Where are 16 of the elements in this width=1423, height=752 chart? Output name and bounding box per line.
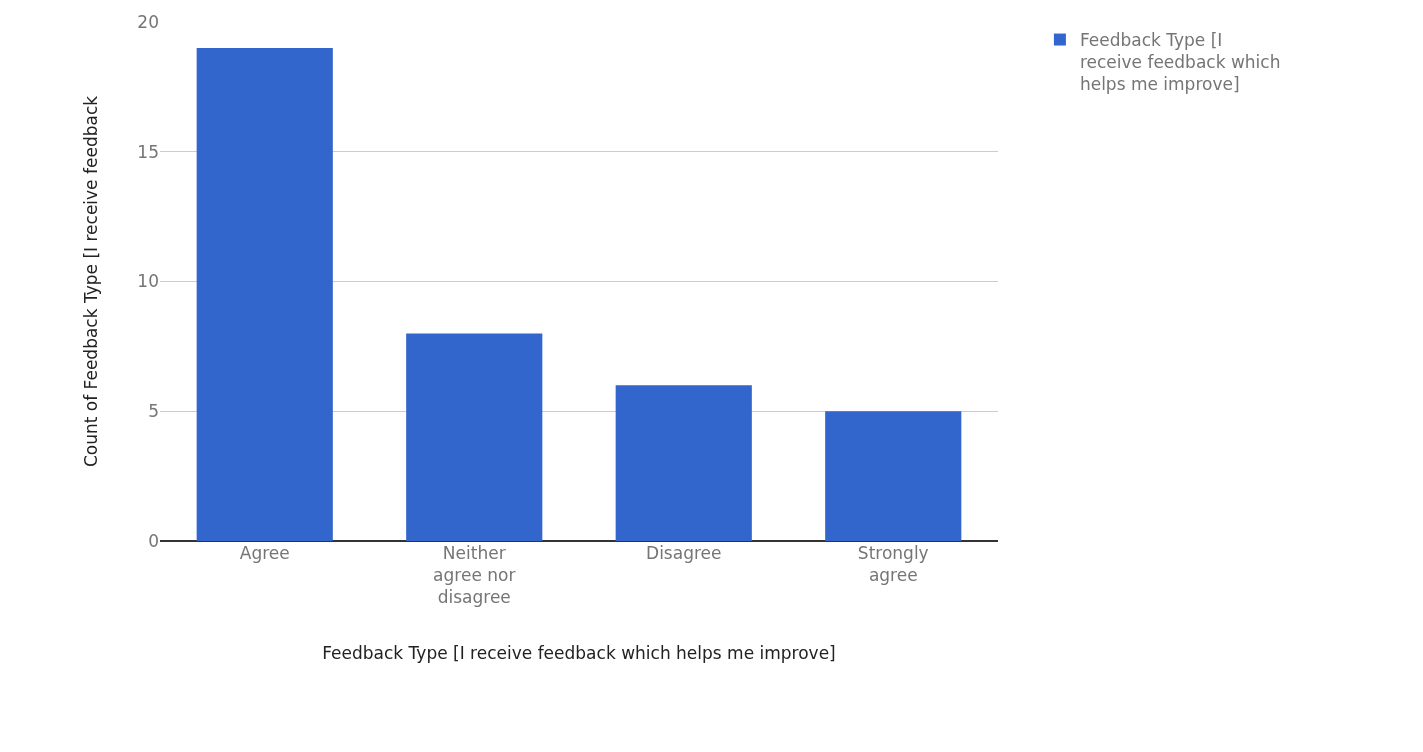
x-tick-label: Strongly agree [857, 543, 929, 586]
y-tick-label: 0 [148, 530, 159, 551]
legend-label: Feedback Type [I receive feedback which helps me improve] [1079, 30, 1281, 95]
bar [615, 385, 752, 541]
y-tick-label: 5 [148, 401, 159, 422]
y-tick-label: 10 [137, 271, 159, 292]
x-tick-label: Disagree [646, 543, 722, 563]
bar [406, 333, 543, 541]
y-tick-label: 15 [137, 141, 159, 162]
y-axis-title: Count of Feedback Type [I receive feedback [80, 95, 101, 468]
bar [825, 411, 962, 541]
x-axis-title: Feedback Type [I receive feedback which helps me improve] [322, 642, 836, 663]
bar [196, 47, 333, 541]
x-tick-label: Neither agree nor disagree [433, 543, 516, 608]
x-tick-label: Agree [239, 543, 290, 563]
y-tick-label: 20 [137, 11, 159, 32]
